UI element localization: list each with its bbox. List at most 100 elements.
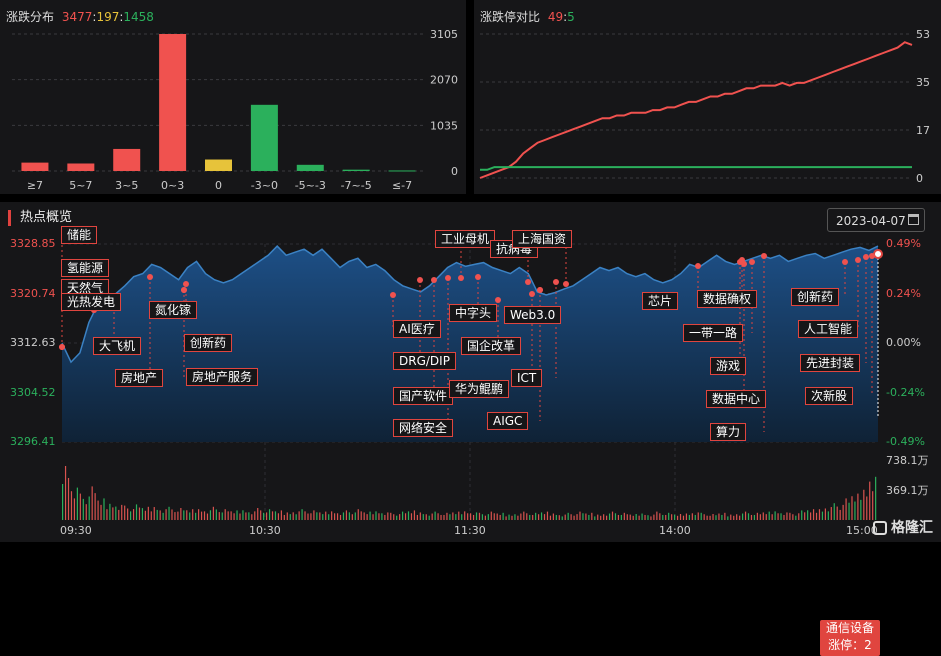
- topic-tag[interactable]: 房地产: [115, 369, 164, 387]
- volume-bar: [159, 510, 161, 520]
- tag-point: [749, 259, 755, 265]
- volume-bar: [591, 512, 593, 520]
- volume-bar: [106, 509, 108, 520]
- volume-bar: [387, 512, 389, 520]
- topic-tag[interactable]: 房地产服务: [186, 368, 259, 386]
- volume-bar: [416, 514, 418, 520]
- topic-tag[interactable]: AI医疗: [393, 320, 441, 338]
- topic-tag[interactable]: ICT: [511, 369, 543, 387]
- topic-tag[interactable]: 氮化镓: [149, 301, 198, 319]
- volume-bar: [603, 514, 605, 520]
- limit-down-count: 5: [567, 10, 575, 24]
- volume-bar: [543, 514, 546, 520]
- y-tick-right: -0.49%: [886, 435, 925, 448]
- y-tick-right: -0.24%: [886, 385, 925, 399]
- topic-tag[interactable]: 算力: [710, 423, 747, 441]
- y-tick-right: 0.24%: [886, 286, 921, 300]
- topic-tag[interactable]: 大飞机: [93, 337, 142, 355]
- date-picker[interactable]: 2023-04-07: [827, 208, 925, 232]
- volume-bar: [322, 514, 324, 520]
- topic-tag[interactable]: 华为鲲鹏: [449, 380, 510, 398]
- volume-bar: [508, 514, 510, 520]
- volume-bar: [851, 496, 853, 520]
- topic-tag[interactable]: 芯片: [642, 292, 679, 310]
- volume-bar: [271, 511, 274, 520]
- volume-bar: [200, 511, 203, 520]
- volume-bar: [836, 506, 838, 520]
- volume-bar: [357, 509, 359, 520]
- topic-tag[interactable]: DRG/DIP: [393, 352, 456, 370]
- volume-bar: [656, 511, 658, 520]
- volume-bar: [739, 515, 741, 520]
- volume-bar: [594, 516, 596, 520]
- volume-bar: [141, 508, 144, 520]
- topic-tag[interactable]: 光热发电: [61, 293, 122, 311]
- volume-bar: [192, 509, 194, 520]
- volume-bar: [487, 514, 489, 520]
- volume-bar: [177, 511, 179, 520]
- volume-bar: [668, 512, 670, 520]
- tag-point: [147, 274, 153, 280]
- calendar-icon[interactable]: [908, 214, 919, 225]
- volume-bar: [697, 512, 699, 520]
- tag-point: [390, 292, 396, 298]
- volume-bar: [493, 513, 495, 520]
- topic-tag[interactable]: 上海国资: [512, 230, 573, 248]
- tag-point: [761, 253, 767, 259]
- topic-tag[interactable]: AIGC: [487, 412, 529, 430]
- volume-bar: [564, 514, 566, 520]
- volume-bar: [626, 514, 628, 520]
- volume-bar: [295, 514, 297, 520]
- topic-tag[interactable]: 国产软件: [393, 387, 454, 405]
- volume-bar: [248, 512, 250, 520]
- topic-tag[interactable]: 人工智能: [798, 320, 859, 338]
- volume-bar: [227, 511, 229, 520]
- topic-tag[interactable]: 创新药: [791, 288, 840, 306]
- topic-tag[interactable]: 先进封装: [800, 354, 861, 372]
- topic-tag[interactable]: 网络安全: [393, 419, 454, 437]
- topic-tag[interactable]: 氢能源: [61, 259, 110, 277]
- topic-tag[interactable]: 天然气: [61, 279, 110, 297]
- x-tick-label: ≤-7: [392, 179, 412, 192]
- topic-tag[interactable]: 创新药: [184, 334, 233, 352]
- topic-tag[interactable]: 国企改革: [461, 337, 522, 355]
- volume-bar: [446, 512, 448, 520]
- volume-bar: [839, 509, 841, 520]
- volume-bar: [260, 510, 262, 520]
- volume-bar: [676, 515, 679, 520]
- tag-point: [529, 291, 535, 297]
- topic-tag[interactable]: 数据确权: [697, 290, 758, 308]
- volume-bar: [597, 514, 599, 520]
- topic-tag[interactable]: 一带一路: [683, 324, 744, 342]
- topic-tag[interactable]: 数据中心: [706, 390, 767, 408]
- volume-bar: [354, 512, 356, 520]
- volume-bar: [203, 511, 206, 520]
- topic-tag[interactable]: 储能: [61, 226, 98, 244]
- volume-bar: [795, 515, 797, 520]
- volume-bar: [653, 514, 655, 520]
- volume-bar: [254, 511, 256, 520]
- volume-bar: [70, 491, 73, 520]
- volume-bar: [91, 486, 93, 520]
- tag-point: [695, 263, 701, 269]
- topic-tag[interactable]: 次新股: [805, 387, 854, 405]
- y-tick-label: 17: [916, 124, 930, 137]
- x-tick-label: -7~-5: [341, 179, 372, 192]
- volume-bar: [662, 514, 664, 520]
- topic-tag[interactable]: 中字头: [449, 304, 498, 322]
- volume-bar: [804, 512, 806, 520]
- volume-bar: [777, 513, 779, 520]
- volume-bar: [455, 514, 457, 520]
- volume-bar: [789, 512, 791, 520]
- topic-tag[interactable]: 工业母机: [435, 230, 496, 248]
- volume-bar: [109, 503, 111, 520]
- topic-tag[interactable]: Web3.0: [504, 306, 562, 324]
- volume-bar: [410, 513, 413, 520]
- limit-chart: 53 35 17 0: [479, 28, 930, 185]
- volume-bar: [73, 498, 76, 520]
- topic-tag[interactable]: 游戏: [710, 357, 747, 375]
- volume-bar: [727, 516, 729, 520]
- volume-bar: [529, 514, 531, 520]
- volume-bar: [818, 509, 821, 520]
- volume-bar: [301, 509, 303, 520]
